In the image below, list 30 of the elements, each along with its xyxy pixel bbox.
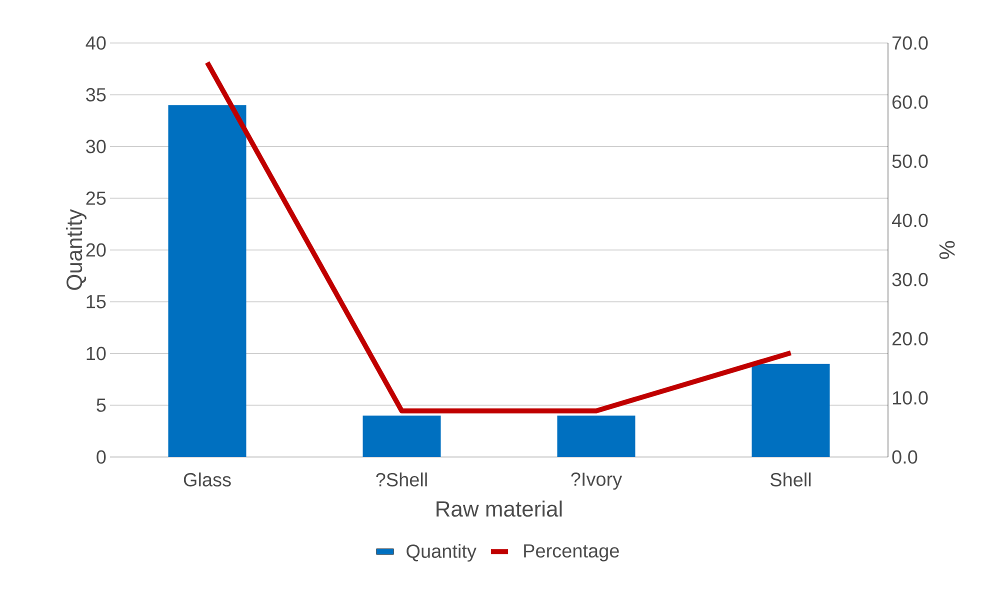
y2-tick-label: 50.0 [892, 154, 928, 168]
y2-tick-label: 10.0 [892, 391, 928, 405]
y-tick-label: 20 [86, 243, 106, 257]
x-tick-label: ?Ivory [571, 472, 622, 490]
y2-tick-label: 40.0 [892, 214, 928, 228]
y-tick-label: 15 [86, 295, 106, 308]
y2-tick-label: 0.0 [892, 450, 918, 464]
x-axis-title: Raw material [436, 500, 562, 517]
y-tick-label: 30 [86, 140, 106, 154]
x-tick-label: ?Shell [376, 472, 427, 486]
x-tick-label: Shell [770, 472, 811, 486]
y2-tick-label: 30.0 [892, 272, 928, 286]
legend-label: Percentage [524, 544, 619, 562]
legend-label: Quantity [406, 544, 476, 562]
y-tick-label: 40 [86, 36, 106, 50]
y-tick-label: 25 [86, 192, 106, 205]
bar [362, 416, 441, 457]
x-tick-label: Glass [184, 472, 231, 486]
y2-tick-label: 20.0 [892, 332, 928, 346]
y2-axis-title: % [939, 240, 955, 259]
y-axis-title: Quantity [66, 209, 86, 290]
bar [557, 416, 636, 457]
y2-tick-label: 70.0 [892, 36, 928, 50]
bar [752, 364, 830, 457]
y-tick-label: 0 [96, 450, 106, 464]
y-tick-label: 35 [86, 88, 106, 102]
y-tick-label: 5 [96, 398, 106, 412]
bar [168, 105, 246, 457]
y-tick-label: 10 [86, 346, 106, 360]
y2-tick-label: 60.0 [892, 95, 928, 109]
